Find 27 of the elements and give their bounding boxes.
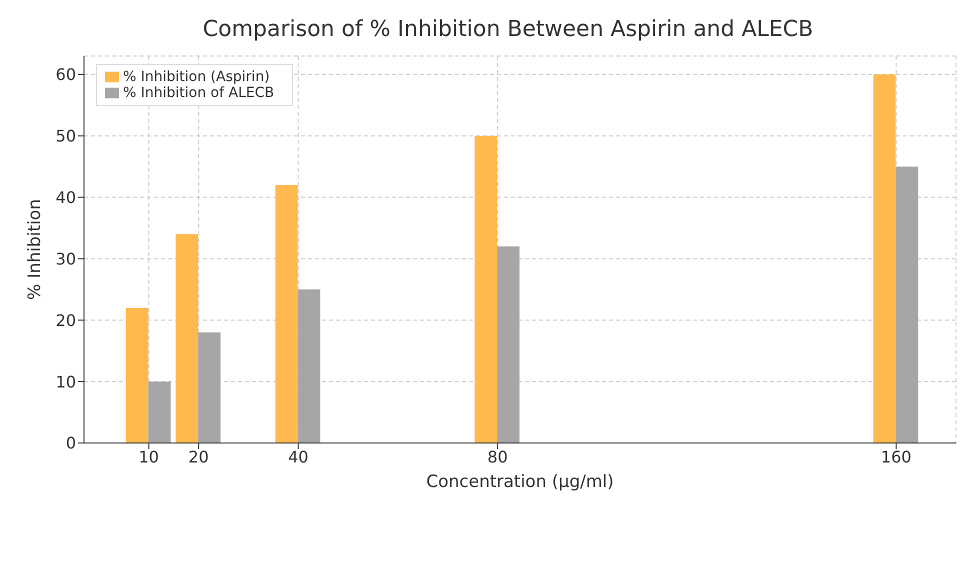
bar — [148, 382, 171, 443]
chart-title: Comparison of % Inhibition Between Aspirin and ALECB — [202, 17, 814, 42]
x-axis-title: Concentration (µg/ml) — [426, 472, 614, 492]
legend-label: % Inhibition of ALECB — [123, 85, 274, 101]
x-tick-label: 40 — [288, 447, 308, 466]
x-tick-label: 160 — [880, 447, 912, 466]
bar — [873, 74, 896, 443]
x-tick-label: 10 — [138, 447, 159, 466]
legend-label: % Inhibition (Aspirin) — [123, 69, 270, 85]
y-tick-label: 0 — [66, 434, 76, 453]
y-tick-label: 30 — [56, 249, 76, 268]
bar — [275, 185, 298, 443]
y-tick-label: 20 — [56, 310, 76, 330]
y-tick-label: 10 — [56, 372, 76, 392]
x-tick-label: 20 — [188, 447, 209, 466]
x-tick-label: 80 — [487, 447, 508, 466]
y-tick-label: 50 — [56, 126, 76, 146]
y-tick-label: 60 — [56, 65, 76, 84]
y-tick-label: 40 — [56, 188, 76, 207]
bar — [497, 246, 520, 443]
bar — [896, 166, 918, 443]
bar — [298, 289, 320, 443]
bar — [176, 234, 198, 443]
y-axis-title: % Inhibition — [25, 199, 46, 300]
bar — [198, 332, 221, 443]
bar — [126, 308, 148, 443]
bar — [474, 136, 498, 443]
